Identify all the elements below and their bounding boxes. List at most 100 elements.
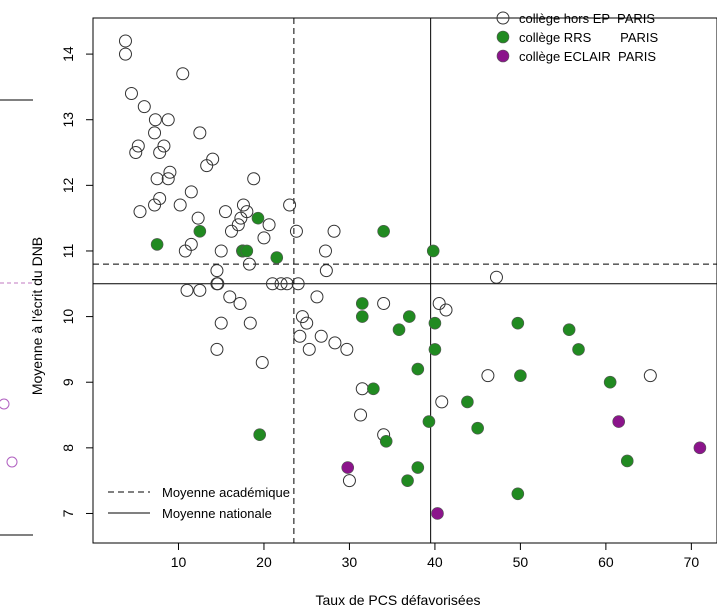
data-point-series-1	[426, 244, 440, 258]
data-point-series-0	[319, 244, 333, 258]
x-tick-label: 10	[171, 554, 187, 570]
data-point-series-1	[603, 375, 617, 389]
data-point-series-0	[191, 211, 205, 225]
data-point-series-0	[148, 126, 162, 140]
data-point-series-0	[129, 146, 143, 160]
data-point-series-0	[302, 342, 316, 356]
data-point-series-0	[328, 336, 342, 350]
data-point-series-1	[355, 297, 369, 310]
data-point-series-0	[193, 126, 207, 140]
data-point-series-0	[342, 474, 356, 488]
data-point-series-1	[428, 316, 442, 330]
y-tick-label: 10	[60, 309, 76, 325]
data-point-series-2	[693, 441, 707, 455]
data-point-series-0	[291, 277, 305, 291]
reference-legend: Moyenne académique Moyenne nationale	[108, 485, 290, 521]
x-axis-title: Taux de PCS défavorisées	[316, 592, 481, 608]
data-point-series-1	[511, 316, 525, 330]
data-point-series-1	[562, 323, 576, 337]
data-point-series-1	[572, 343, 585, 356]
data-point-series-1	[514, 369, 527, 382]
y-tick-label: 14	[60, 46, 76, 62]
data-points	[118, 34, 707, 520]
data-point-series-0	[481, 369, 495, 383]
data-point-series-0	[214, 316, 228, 330]
data-point-series-0	[210, 342, 224, 356]
data-point-series-1	[401, 474, 414, 487]
data-point-series-0	[137, 100, 151, 114]
data-point-series-0	[200, 159, 214, 173]
data-point-series-1	[270, 251, 284, 264]
x-tick-label: 30	[342, 554, 358, 570]
data-point-series-0	[161, 113, 175, 127]
data-point-series-1	[193, 224, 207, 238]
data-point-series-0	[150, 172, 164, 186]
data-point-series-1	[377, 224, 390, 238]
y-tick-label: 12	[60, 177, 76, 193]
data-point-series-0	[432, 296, 446, 310]
data-point-series-0	[247, 172, 261, 186]
data-point-series-0	[153, 146, 167, 160]
data-point-series-1	[428, 343, 442, 356]
y-tick-label: 8	[60, 444, 76, 452]
data-point-series-0	[184, 185, 198, 199]
data-point-series-0	[319, 264, 333, 278]
y-tick-label: 13	[60, 112, 76, 128]
data-point-series-0	[243, 316, 257, 330]
data-point-series-1	[240, 244, 254, 258]
data-point-series-0	[131, 139, 145, 153]
data-point-series-0	[439, 303, 453, 317]
data-point-series-0	[180, 283, 194, 297]
data-point-series-0	[148, 198, 162, 212]
data-point-series-0	[218, 205, 232, 219]
data-point-series-1	[411, 362, 425, 376]
data-point-series-0	[314, 329, 328, 343]
data-point-series-0	[310, 290, 324, 304]
data-point-series-0	[178, 244, 192, 258]
data-point-series-0	[224, 224, 238, 238]
data-point-series-0	[173, 198, 187, 212]
data-point-series-0	[231, 218, 245, 232]
data-point-series-1	[411, 461, 425, 474]
data-point-series-2	[341, 461, 355, 474]
data-point-series-0	[283, 198, 297, 212]
data-point-series-0	[489, 270, 503, 284]
data-point-series-0	[295, 310, 309, 324]
x-tick-label: 70	[684, 554, 700, 570]
reference-legend-label: Moyenne nationale	[162, 506, 272, 521]
data-point-series-0	[133, 205, 147, 219]
data-point-series-0	[289, 224, 303, 238]
reference-lines	[93, 18, 717, 543]
data-point-series-0	[234, 211, 248, 225]
legend-marker	[496, 30, 510, 44]
data-point-series-0	[233, 296, 247, 310]
data-point-series-0	[214, 244, 228, 258]
axes: 10 20 30 40 50 60 70 7 8 9 10 11 12 13 14	[60, 17, 717, 570]
data-point-series-0	[236, 198, 250, 212]
data-point-series-1	[251, 211, 265, 225]
x-tick-label: 40	[427, 554, 443, 570]
data-point-series-0	[210, 264, 224, 278]
data-point-series-0	[435, 395, 449, 409]
data-point-series-0	[340, 342, 354, 356]
data-point-series-0	[274, 277, 288, 291]
data-point-series-0	[163, 165, 177, 179]
data-point-series-0	[293, 329, 307, 343]
data-point-series-1	[471, 421, 484, 435]
y-tick-label: 11	[60, 243, 76, 258]
data-point-series-0	[161, 172, 175, 186]
data-point-series-0	[153, 191, 167, 205]
data-point-series-0	[118, 47, 132, 61]
data-point-series-0	[157, 139, 171, 153]
data-point-series-0	[124, 86, 138, 100]
legend-label: collège RRS PARIS	[519, 30, 659, 45]
data-point-series-0	[280, 277, 294, 291]
data-point-series-0	[148, 113, 162, 127]
data-point-series-0	[118, 34, 132, 48]
data-point-series-1	[367, 382, 380, 396]
legend-marker	[496, 49, 510, 63]
data-point-series-0	[354, 408, 368, 422]
data-point-series-0	[211, 277, 225, 291]
data-point-series-1	[253, 428, 266, 442]
